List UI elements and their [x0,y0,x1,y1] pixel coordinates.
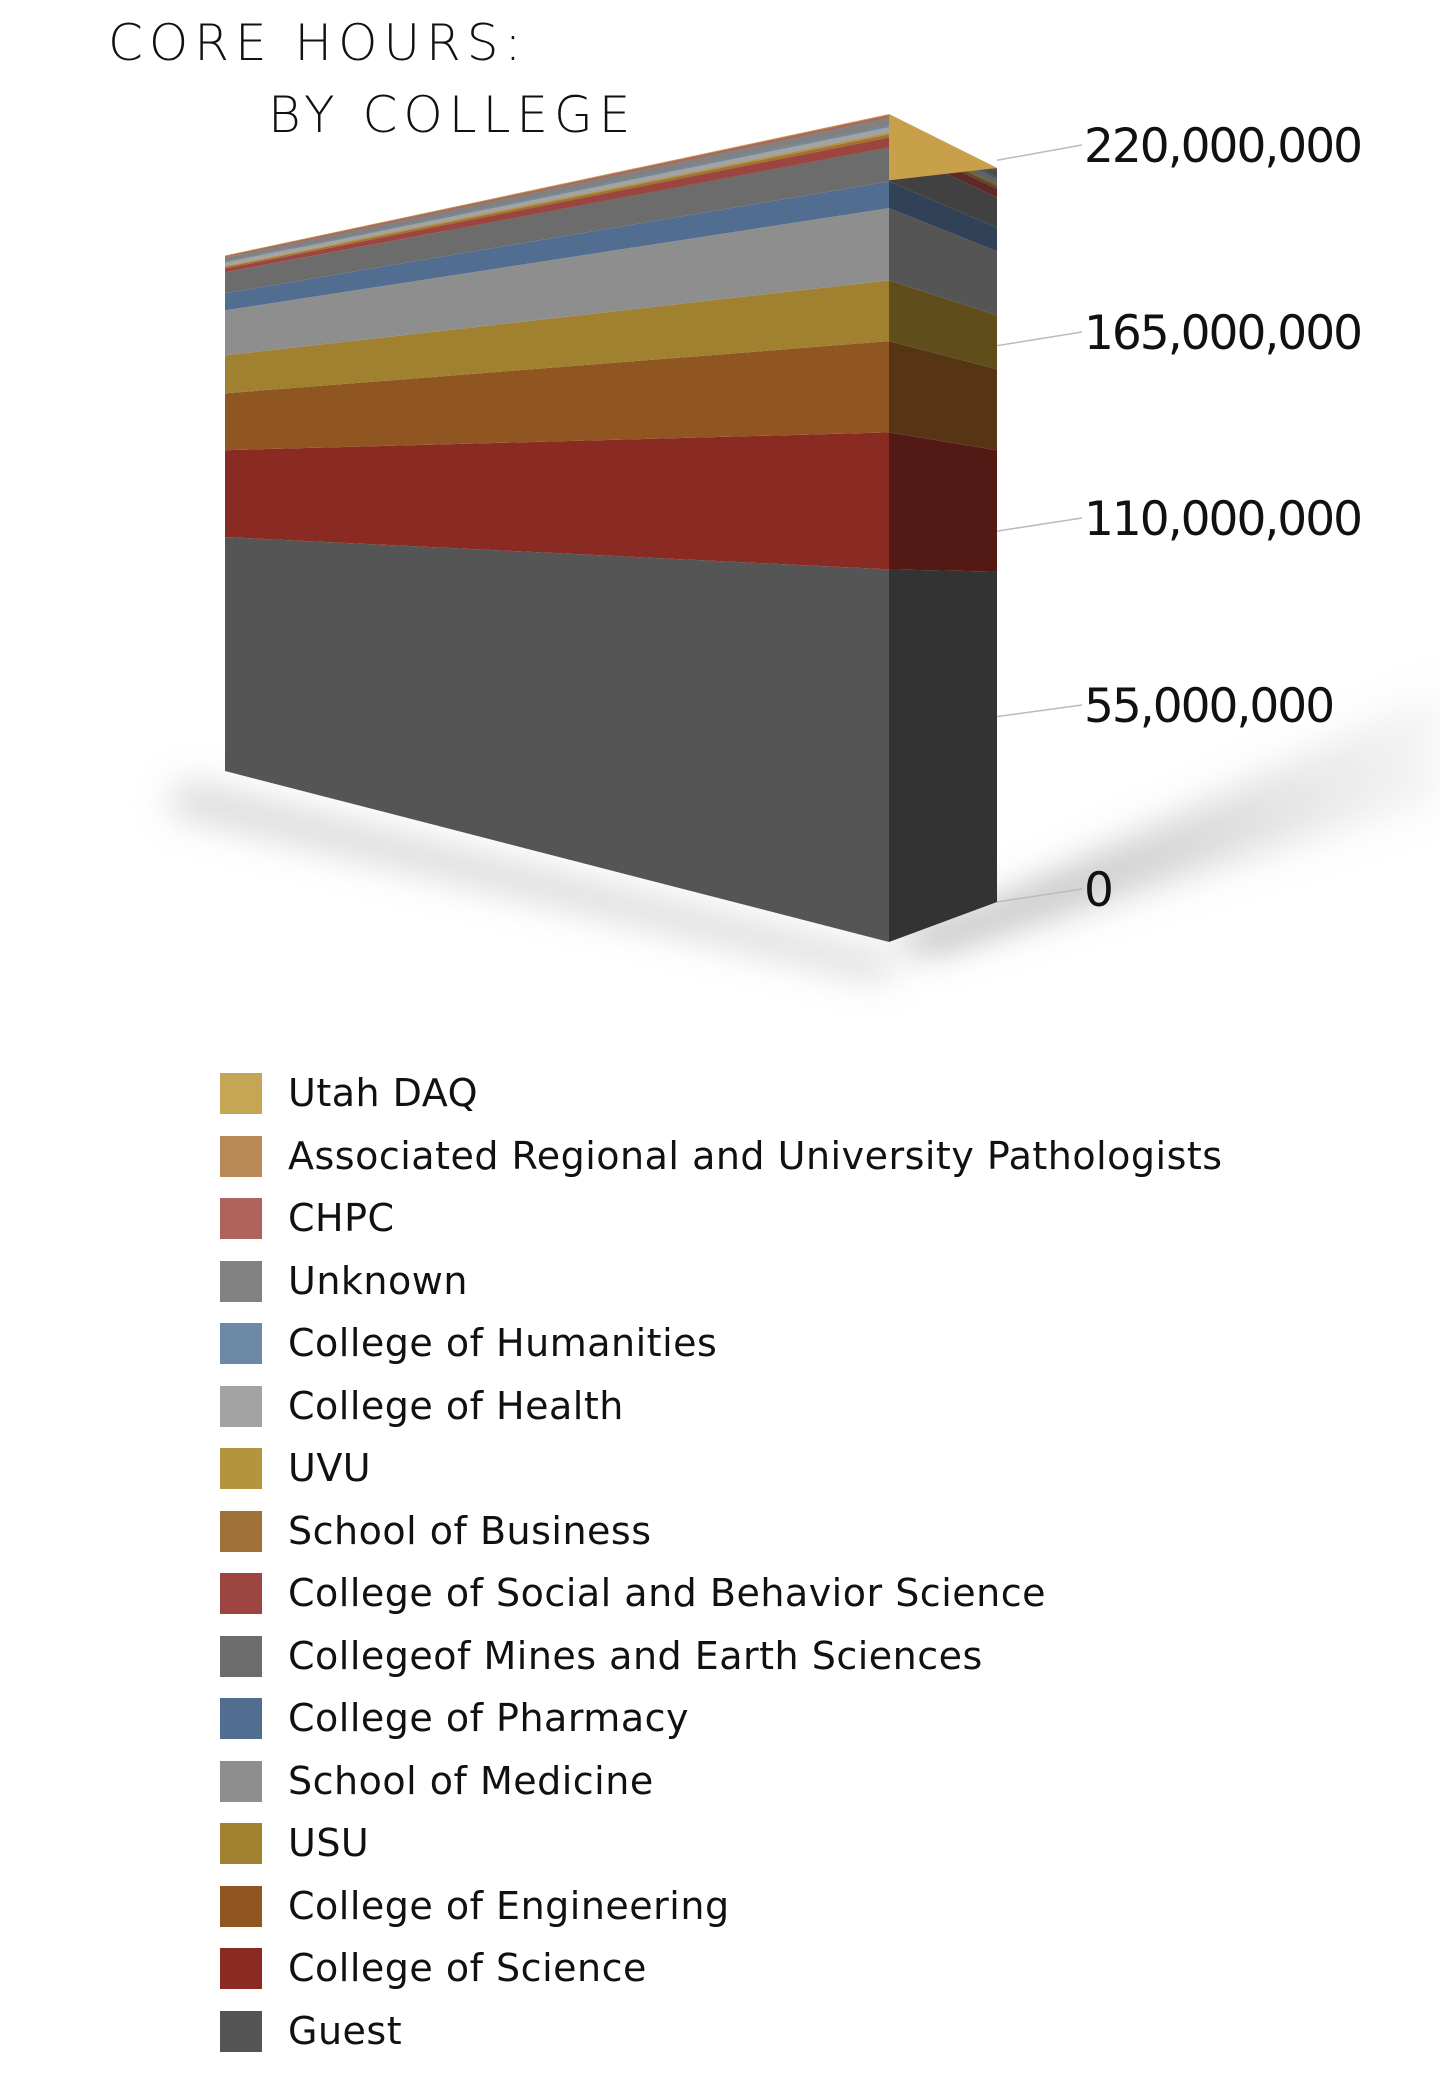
legend-swatch [220,1448,262,1489]
legend-label: CHPC [288,1198,395,1239]
legend-label: College of Health [288,1386,624,1427]
legend-label: College of Social and Behavior Science [288,1573,1046,1614]
legend-label: USU [288,1823,369,1864]
y-tick-line [997,145,1082,160]
legend-swatch [220,1886,262,1927]
legend-swatch [220,2011,262,2052]
legend-label: UVU [288,1448,371,1489]
legend-label: Guest [288,2011,402,2052]
legend-swatch [220,1823,262,1864]
legend-swatch [220,1386,262,1427]
legend-item: USU [220,1823,1223,1886]
legend-item: College of Humanities [220,1323,1223,1386]
legend-swatch [220,1636,262,1677]
y-tick-line [997,332,1082,346]
legend-swatch [220,1198,262,1239]
legend-item: UVU [220,1448,1223,1511]
legend-swatch [220,1761,262,1802]
legend-label: College of Engineering [288,1886,730,1927]
y-tick-line [997,518,1082,531]
legend-swatch [220,1073,262,1114]
legend-label: Utah DAQ [288,1073,478,1114]
legend-swatch [220,1698,262,1739]
legend-item: College of Social and Behavior Science [220,1573,1223,1636]
y-tick-label: 165,000,000 [1084,306,1361,361]
legend-swatch [220,1261,262,1302]
legend-swatch [220,1511,262,1552]
legend: Utah DAQ Associated Regional and Universi… [220,1073,1223,2073]
legend-label: College of Humanities [288,1323,717,1364]
legend-item: College of Health [220,1386,1223,1449]
legend-label: School of Medicine [288,1761,654,1802]
legend-label: Associated Regional and University Patho… [288,1136,1223,1177]
y-tick-label: 220,000,000 [1084,119,1361,174]
legend-item: College of Engineering [220,1886,1223,1949]
legend-item: College of Pharmacy [220,1698,1223,1761]
y-tick-line [997,705,1082,717]
legend-item: Utah DAQ [220,1073,1223,1136]
legend-item: School of Medicine [220,1761,1223,1824]
y-tick-label: 0 [1084,863,1112,918]
legend-item: CHPC [220,1198,1223,1261]
legend-item: Collegeof Mines and Earth Sciences [220,1636,1223,1699]
legend-swatch [220,1323,262,1364]
area-side-college-of-science [889,432,997,571]
chart-area: 0 55,000,000 110,000,000 165,000,000 220,000… [0,0,1440,1040]
legend-label: Unknown [288,1261,468,1302]
y-tick-label: 55,000,000 [1084,679,1333,734]
legend-item: College of Science [220,1948,1223,2011]
legend-label: College of Pharmacy [288,1698,689,1739]
legend-label: School of Business [288,1511,652,1552]
legend-label: College of Science [288,1948,647,1989]
legend-swatch [220,1573,262,1614]
legend-item: School of Business [220,1511,1223,1574]
legend-label: Collegeof Mines and Earth Sciences [288,1636,983,1677]
legend-swatch [220,1948,262,1989]
legend-item: Unknown [220,1261,1223,1324]
legend-swatch [220,1136,262,1177]
y-tick-label: 110,000,000 [1084,492,1361,547]
legend-item: Associated Regional and University Patho… [220,1136,1223,1199]
area-side-guest [889,569,997,942]
legend-item: Guest [220,2011,1223,2073]
